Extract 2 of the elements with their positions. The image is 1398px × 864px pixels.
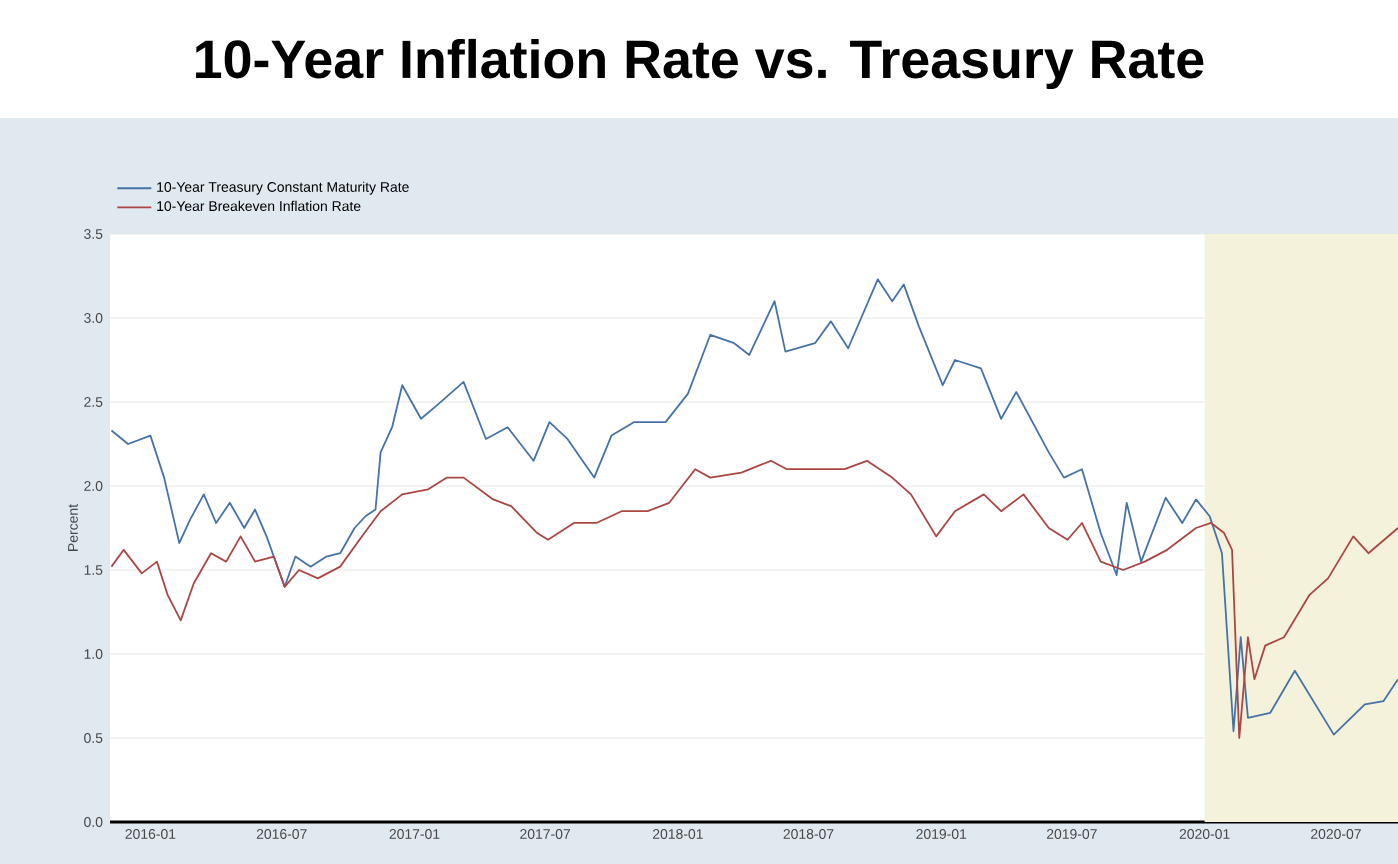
chart-title: 10-Year Inflation Rate vs. Treasury Rate xyxy=(196,38,1204,90)
line-series xyxy=(110,278,1398,736)
